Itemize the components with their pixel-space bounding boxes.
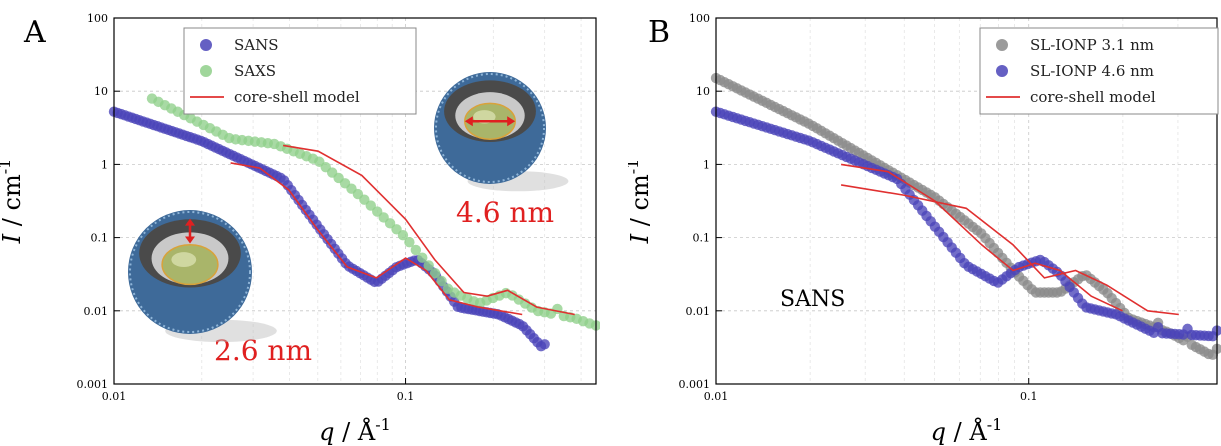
y-tick-label: 0.1 — [91, 232, 109, 245]
y-tick-label: 0.01 — [686, 305, 711, 318]
nanoparticle-illustration — [434, 72, 569, 192]
annotation: 4.6 nm — [456, 196, 554, 229]
fit-line — [840, 163, 1123, 312]
y-axis-label: I / cm-1 — [628, 159, 654, 245]
y-tick-label: 0.001 — [679, 378, 711, 391]
legend-marker — [200, 65, 212, 77]
y-tick-label: 100 — [689, 12, 710, 25]
panel-letter: A — [23, 15, 46, 50]
plot-frame — [715, 17, 1218, 385]
fit-line — [230, 162, 523, 316]
series-core-shell-model — [840, 163, 1179, 316]
legend-label: SANS — [234, 36, 279, 54]
size-arrow-icon — [464, 116, 516, 127]
y-axis-label: I / cm-1 — [0, 159, 26, 245]
legend-marker — [200, 39, 212, 51]
x-tick-label: 0.01 — [704, 390, 729, 403]
fit-line — [282, 144, 575, 316]
size-arrow-icon — [185, 218, 195, 244]
annotation: SANS — [780, 287, 845, 312]
y-tick-label: 0.001 — [77, 378, 109, 391]
fit-line — [840, 184, 1179, 316]
series-sans — [108, 106, 550, 352]
legend-label: core-shell model — [234, 88, 360, 106]
y-tick-label: 0.01 — [84, 305, 109, 318]
annotation: 2.6 nm — [214, 334, 312, 367]
data-point — [404, 237, 415, 248]
legend-label: SAXS — [234, 62, 276, 80]
y-tick-label: 100 — [87, 12, 108, 25]
data-point — [539, 339, 550, 350]
data-point — [397, 230, 409, 241]
series-core-shell-model — [230, 144, 575, 316]
y-tick-label: 10 — [696, 85, 710, 98]
legend: SANS SAXS core-shell model — [183, 27, 417, 115]
y-tick-label: 1 — [101, 158, 108, 171]
data-point — [417, 252, 428, 263]
legend-marker — [996, 65, 1008, 77]
y-tick-label: 1 — [703, 158, 710, 171]
data-point — [410, 244, 422, 256]
nanoparticle-illustration — [128, 210, 277, 343]
data-point — [429, 268, 441, 279]
plot-frame — [113, 17, 597, 385]
x-axis-label: q / Å-1 — [319, 415, 391, 446]
legend-marker — [996, 39, 1008, 51]
data-point — [436, 275, 447, 287]
legend: SL-IONP 3.1 nm SL-IONP 4.6 nm core-shell m… — [979, 27, 1219, 115]
x-tick-label: 0.01 — [102, 390, 127, 403]
panel-letter: B — [648, 15, 670, 50]
legend-label: SL-IONP 4.6 nm — [1030, 62, 1154, 80]
data-point — [423, 260, 434, 271]
y-tick-label: 0.1 — [693, 232, 711, 245]
x-tick-label: 0.1 — [1020, 390, 1038, 403]
legend-label: core-shell model — [1030, 88, 1156, 106]
y-tick-label: 10 — [94, 85, 108, 98]
legend-label: SL-IONP 3.1 nm — [1030, 36, 1154, 54]
x-tick-label: 0.1 — [397, 390, 415, 403]
x-axis-label: q / Å-1 — [931, 415, 1003, 446]
series-saxs — [146, 93, 600, 331]
